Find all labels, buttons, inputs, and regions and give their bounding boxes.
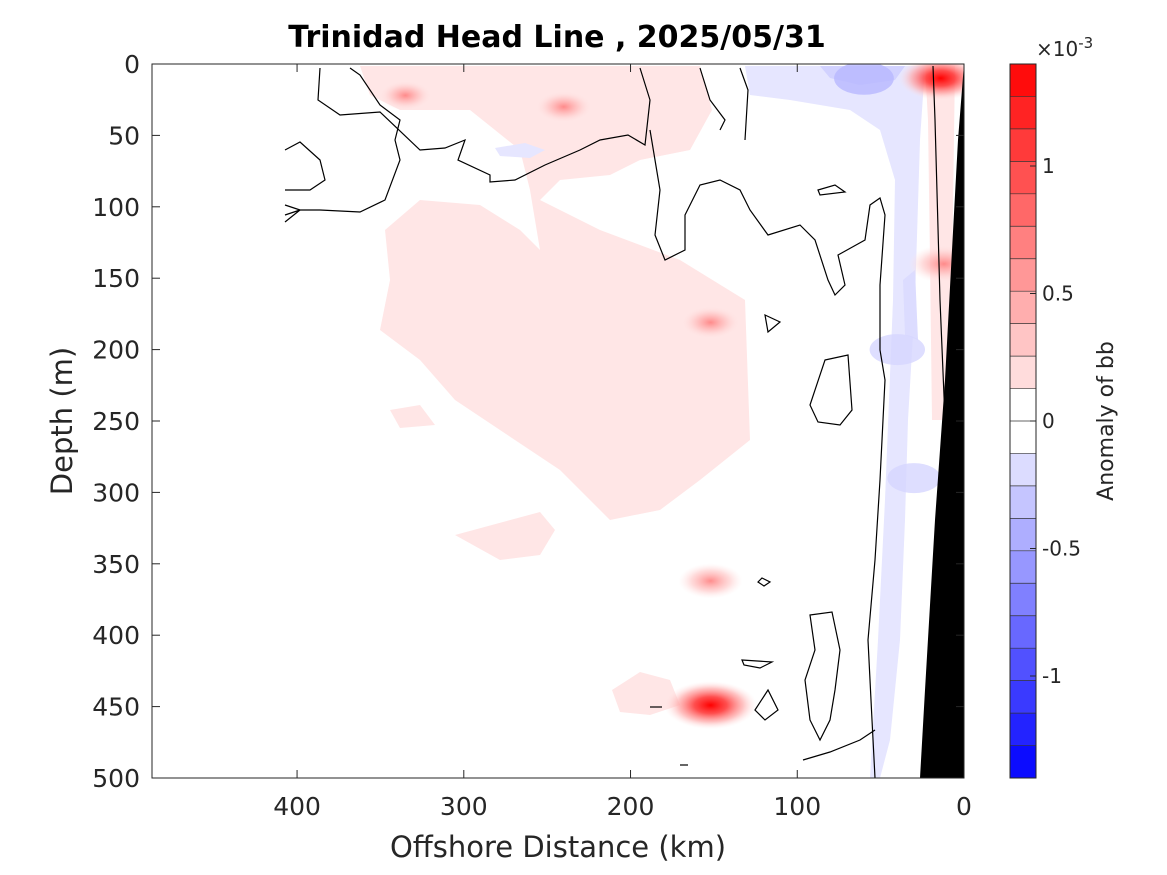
x-tick-label: 100 (773, 792, 821, 821)
positive-anomaly-region (612, 672, 680, 715)
x-tick-label: 400 (273, 792, 321, 821)
negative-anomaly-hotspot (834, 64, 894, 95)
colorbar-steps (1010, 63, 1036, 779)
colorbar-step (1010, 226, 1036, 260)
x-tick-label: 0 (956, 792, 972, 821)
y-axis-label: Depth (m) (45, 347, 79, 495)
colorbar-step (1010, 258, 1036, 292)
y-tick-label: 350 (92, 550, 140, 579)
colorbar-step (1010, 388, 1036, 422)
x-axis-label: Offshore Distance (km) (390, 830, 726, 864)
positive-anomaly-region (390, 405, 435, 428)
x-axis: 400 300 200 100 0 (273, 64, 972, 821)
seafloor-bathymetry (920, 64, 964, 778)
negative-anomaly-hotspot (869, 334, 926, 366)
positive-anomaly-region (360, 66, 750, 520)
y-axis: 0 50 100 150 200 250 300 350 400 450 500 (92, 50, 964, 793)
y-tick-label: 450 (92, 693, 140, 722)
colorbar-step (1010, 161, 1036, 195)
colorbar-step (1010, 356, 1036, 390)
negative-anomaly-hotspot (887, 463, 941, 494)
colorbar-step (1010, 583, 1036, 617)
colorbar-step (1010, 421, 1036, 454)
colorbar-step (1010, 550, 1036, 584)
positive-anomaly-hotspot (898, 64, 964, 101)
colorbar-step (1010, 745, 1036, 779)
positive-anomaly-hotspot (535, 90, 593, 123)
positive-anomaly-hotspot (678, 563, 743, 599)
negative-anomaly-region (745, 66, 925, 778)
y-tick-label: 0 (124, 50, 140, 79)
colorbar-step (1010, 615, 1036, 649)
colorbar-exponent-base: ×10 (1036, 37, 1078, 61)
colorbar-tick-label: -1 (1042, 664, 1062, 688)
y-tick-label: 50 (108, 121, 140, 150)
positive-anomaly-region (455, 512, 555, 560)
colorbar-exponent: ×10-3 (1036, 34, 1093, 61)
colorbar-step (1010, 453, 1036, 487)
positive-anomaly-hotspot (664, 681, 757, 730)
chart-title: Trinidad Head Line , 2025/05/31 (288, 20, 825, 55)
y-tick-label: 250 (92, 407, 140, 436)
colorbar-step (1010, 64, 1036, 97)
colorbar-step (1010, 713, 1036, 747)
positive-anomaly-hotspot (378, 80, 433, 111)
colorbar-step (1010, 128, 1036, 162)
colorbar-label: Anomaly of bb (1094, 341, 1119, 501)
colorbar-step (1010, 518, 1036, 552)
y-tick-label: 100 (92, 193, 140, 222)
y-tick-label: 300 (92, 478, 140, 507)
colorbar-tick-label: 1 (1042, 154, 1055, 178)
y-tick-label: 500 (92, 764, 140, 793)
colorbar-step (1010, 485, 1036, 519)
x-tick-label: 300 (440, 792, 488, 821)
y-tick-label: 400 (92, 621, 140, 650)
colorbar-step (1010, 680, 1036, 714)
colorbar-step (1010, 323, 1036, 357)
colorbar-step (1010, 96, 1036, 130)
colorbar-step (1010, 193, 1036, 227)
colorbar-tick-label: 0.5 (1042, 282, 1074, 306)
colorbar-tick-label: 0 (1042, 409, 1055, 433)
y-tick-label: 200 (92, 336, 140, 365)
positive-anomaly-hotspot (680, 305, 741, 339)
negative-anomaly-region (903, 270, 918, 340)
y-tick-label: 150 (92, 264, 140, 293)
colorbar-step (1010, 291, 1036, 325)
colorbar-exponent-power: -3 (1078, 34, 1093, 52)
anomaly-hotspots (378, 64, 964, 730)
contour-field (284, 64, 964, 778)
x-tick-label: 200 (607, 792, 655, 821)
colorbar: 1 0.5 0 -0.5 -1 ×10-3 Anomaly of bb (1009, 34, 1119, 779)
positive-anomaly-hotspot (908, 244, 964, 283)
colorbar-ticks: 1 0.5 0 -0.5 -1 (1030, 154, 1081, 688)
colorbar-tick-label: -0.5 (1042, 537, 1081, 561)
negative-anomaly-region (495, 143, 545, 158)
zero-contour-lines (284, 64, 946, 778)
positive-anomaly-region (925, 66, 955, 420)
